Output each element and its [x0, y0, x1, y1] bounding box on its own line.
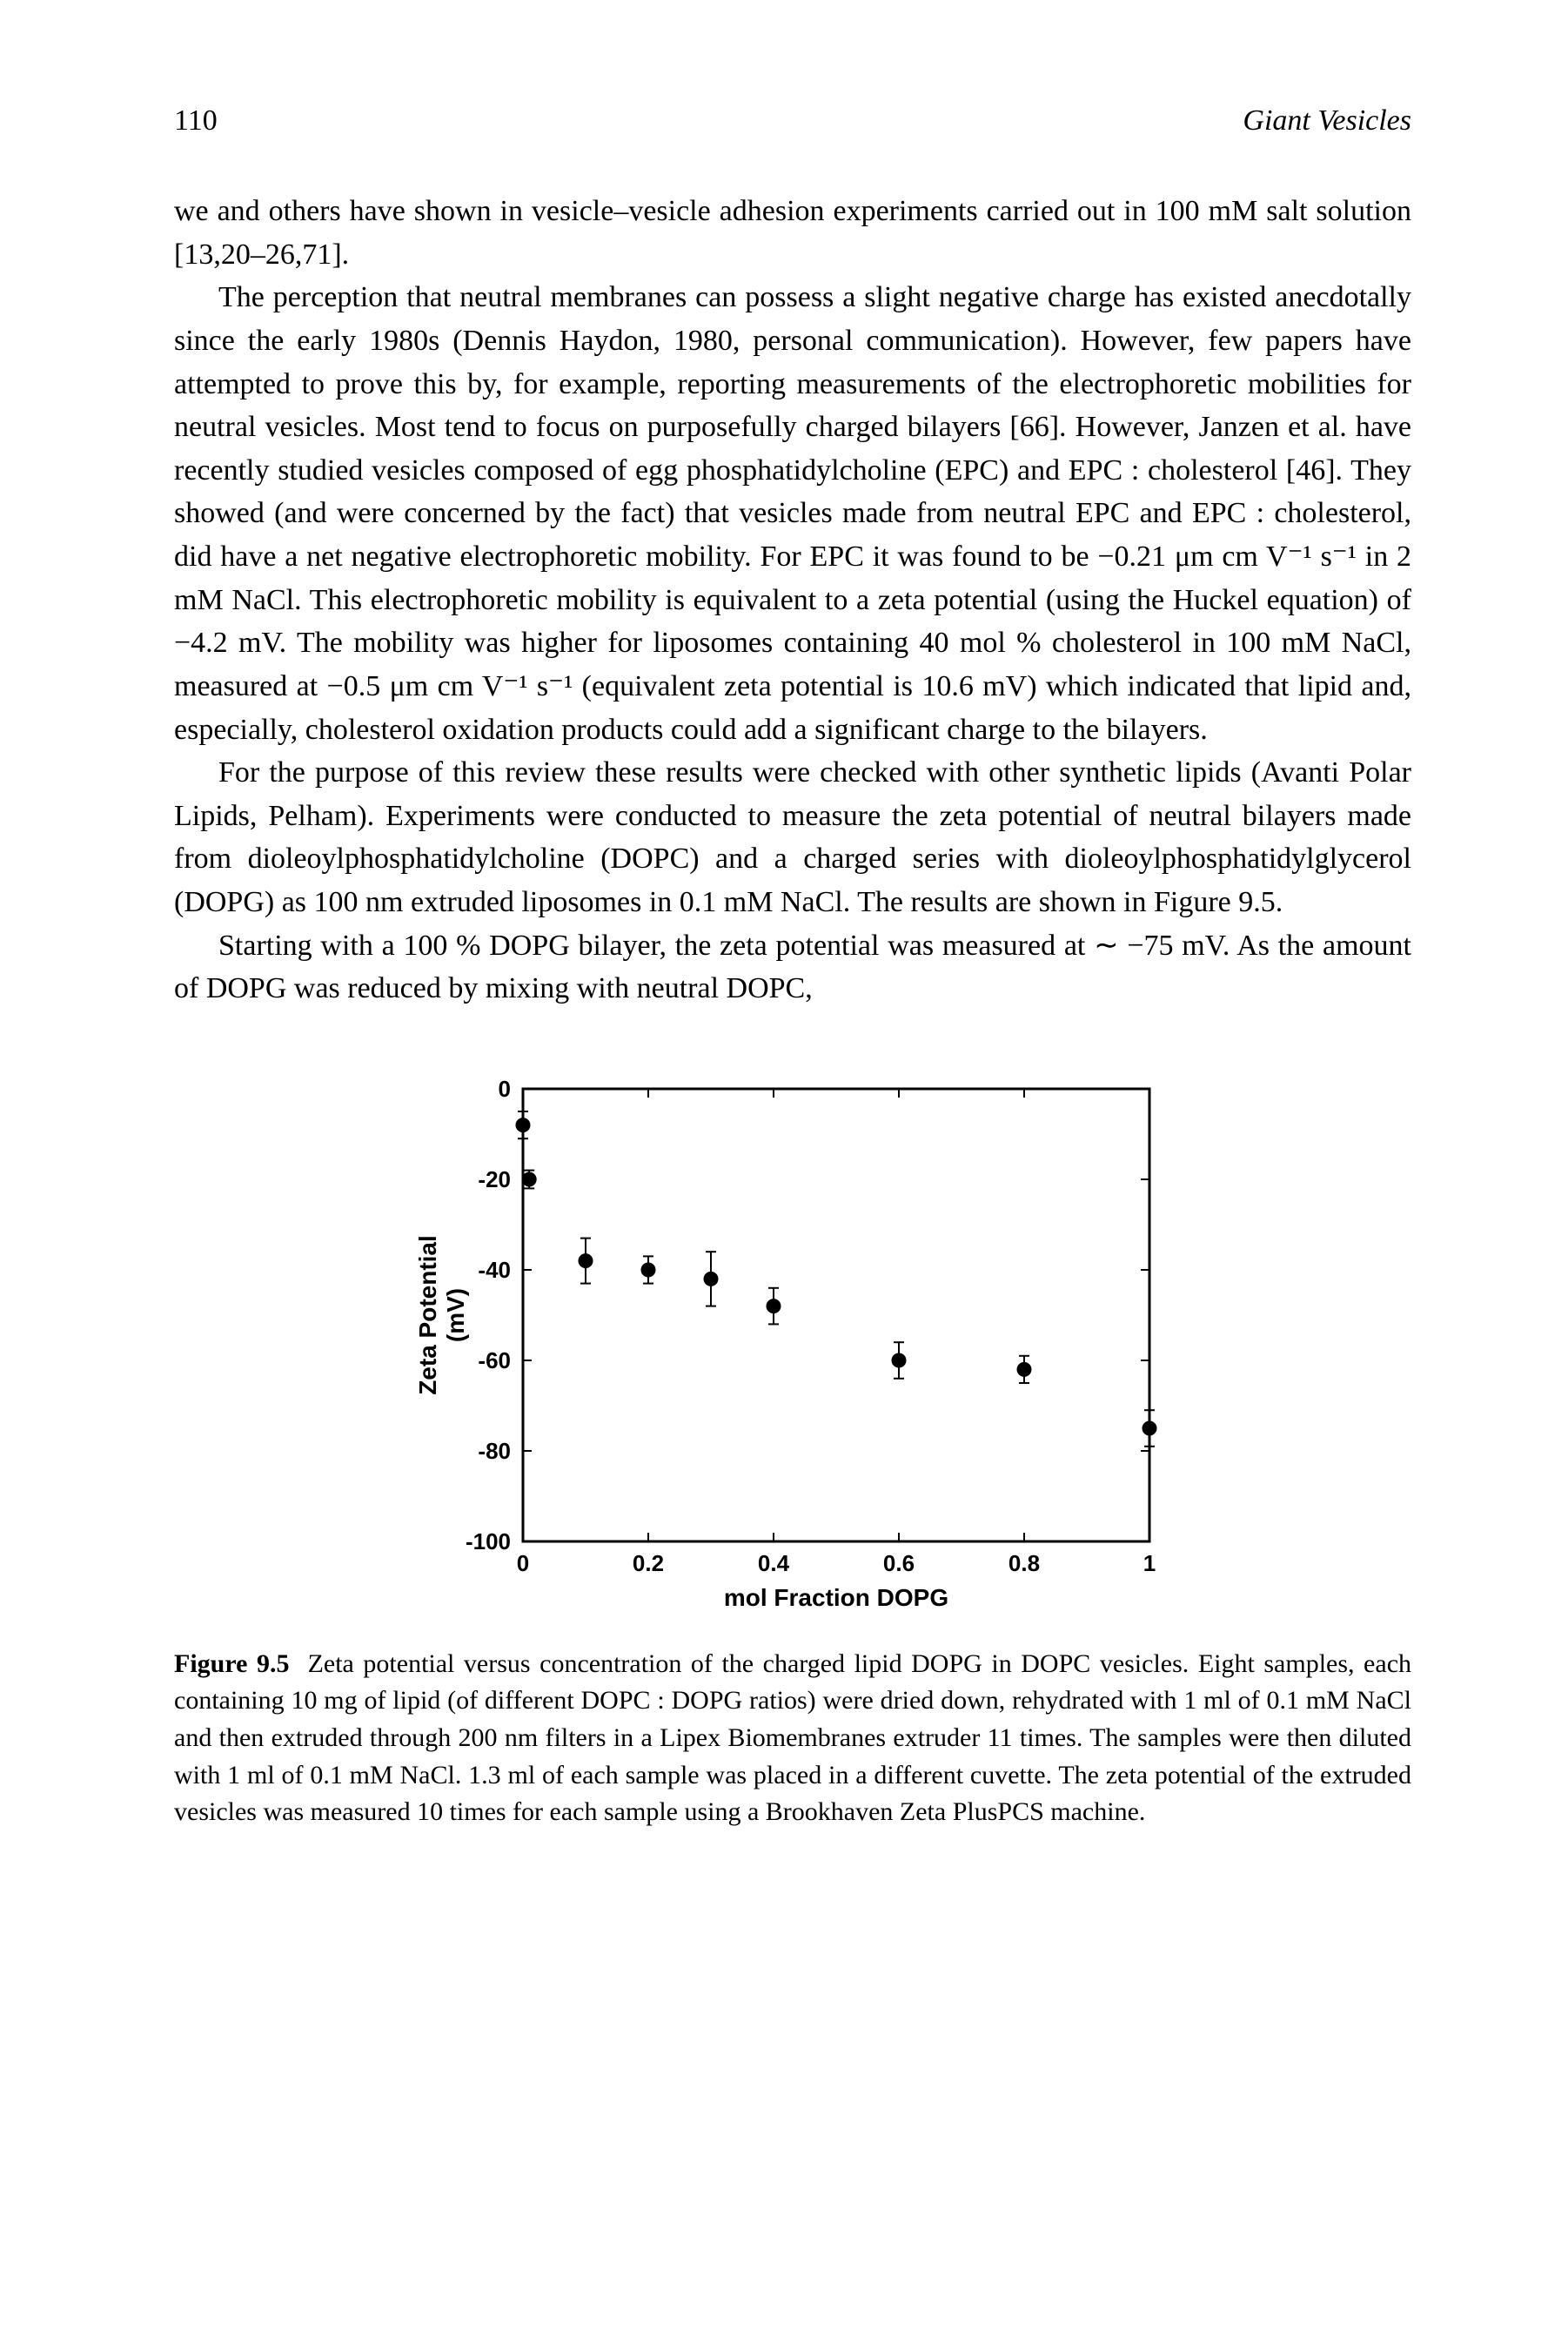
page-number: 110: [174, 104, 218, 138]
paragraph-3: For the purpose of this review these res…: [174, 751, 1411, 924]
svg-text:0.6: 0.6: [883, 1550, 915, 1576]
svg-text:mol Fraction DOPG: mol Fraction DOPG: [724, 1584, 948, 1611]
page-header: 110 Giant Vesicles: [174, 104, 1411, 138]
svg-text:-100: -100: [466, 1528, 511, 1554]
page: 110 Giant Vesicles we and others have sh…: [0, 0, 1568, 2350]
svg-text:(mV): (mV): [442, 1288, 469, 1342]
svg-text:-40: -40: [478, 1257, 511, 1283]
running-title: Giant Vesicles: [1243, 104, 1411, 138]
figure-caption: Figure 9.5 Zeta potential versus concent…: [174, 1646, 1411, 1831]
paragraph-1: we and others have shown in vesicle–vesi…: [174, 190, 1411, 276]
svg-text:0.4: 0.4: [758, 1550, 790, 1576]
paragraph-4: Starting with a 100 % DOPG bilayer, the …: [174, 924, 1411, 1010]
svg-text:0.2: 0.2: [633, 1550, 664, 1576]
svg-text:0: 0: [517, 1550, 529, 1576]
paragraph-2: The perception that neutral membranes ca…: [174, 276, 1411, 751]
figure-9-5: 0 0.2 0.4 0.6 0.8 1 0 -20 -40 -60 -80 -100 mol Fract…: [174, 1071, 1411, 1857]
svg-text:1: 1: [1143, 1550, 1156, 1576]
svg-text:-80: -80: [478, 1438, 511, 1464]
svg-text:-20: -20: [478, 1166, 511, 1192]
figure-caption-text: Zeta potential versus concentration of t…: [174, 1649, 1411, 1826]
figure-label: Figure 9.5: [174, 1649, 289, 1678]
zeta-potential-chart: 0 0.2 0.4 0.6 0.8 1 0 -20 -40 -60 -80 -100 mol Fract…: [410, 1071, 1176, 1620]
svg-text:-60: -60: [478, 1347, 511, 1373]
svg-text:0.8: 0.8: [1008, 1550, 1040, 1576]
svg-text:Zeta Potential: Zeta Potential: [414, 1235, 441, 1395]
svg-text:0: 0: [499, 1076, 511, 1102]
